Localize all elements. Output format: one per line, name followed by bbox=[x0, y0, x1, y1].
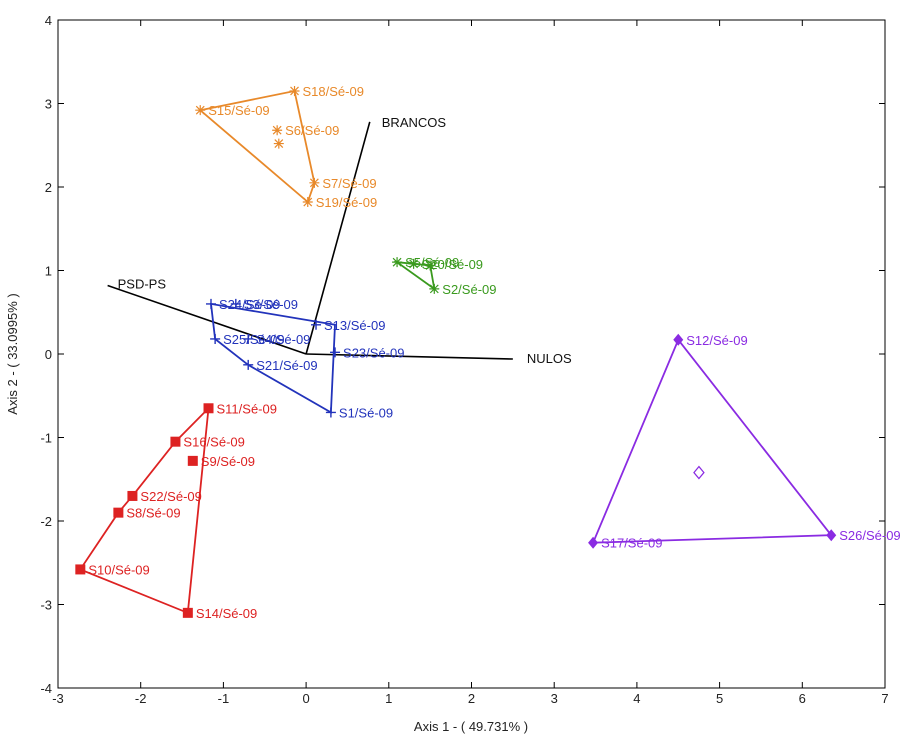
y-tick-label: 1 bbox=[45, 264, 52, 279]
vector-label: PSD-PS bbox=[118, 277, 167, 292]
point-marker-square bbox=[188, 456, 198, 466]
y-tick-label: 4 bbox=[45, 13, 52, 28]
point-marker-star bbox=[309, 178, 319, 188]
point-label: S7/Sé-09 bbox=[322, 176, 376, 191]
point-marker-star bbox=[303, 197, 313, 207]
point-marker-square bbox=[113, 508, 123, 518]
point-label: S9/Sé-09 bbox=[201, 454, 255, 469]
y-axis-label: Axis 2 - ( 33.0995% ) bbox=[5, 293, 20, 414]
point-label: S8/Sé-09 bbox=[126, 506, 180, 521]
point-label: S20/Sé-09 bbox=[422, 257, 483, 272]
point-label: S16/Sé-09 bbox=[183, 435, 244, 450]
point-marker-star bbox=[272, 125, 282, 135]
point-marker-square bbox=[183, 608, 193, 618]
x-tick-label: -3 bbox=[52, 691, 64, 706]
point-label: S23/Sé-09 bbox=[343, 345, 404, 360]
vector-label: BRANCOS bbox=[382, 115, 447, 130]
point-marker-square bbox=[170, 437, 180, 447]
point-label: S19/Sé-09 bbox=[316, 195, 377, 210]
point-label: S2/Sé-09 bbox=[442, 282, 496, 297]
x-tick-label: 6 bbox=[799, 691, 806, 706]
x-tick-label: 0 bbox=[302, 691, 309, 706]
y-tick-label: -4 bbox=[40, 681, 52, 696]
point-marker-star bbox=[392, 257, 402, 267]
plot-frame bbox=[58, 20, 885, 688]
point-marker-square bbox=[127, 491, 137, 501]
point-marker-star bbox=[274, 139, 284, 149]
point-label: S18/Sé-09 bbox=[303, 84, 364, 99]
y-tick-label: 2 bbox=[45, 180, 52, 195]
point-label: S15/Sé-09 bbox=[208, 103, 269, 118]
point-label: S3/Sé-09 bbox=[244, 297, 298, 312]
x-axis-label: Axis 1 - ( 49.731% ) bbox=[414, 719, 528, 734]
x-tick-label: 2 bbox=[468, 691, 475, 706]
point-label: S1/Sé-09 bbox=[339, 405, 393, 420]
y-tick-label: -1 bbox=[40, 431, 52, 446]
y-tick-label: 0 bbox=[45, 347, 52, 362]
x-tick-label: 5 bbox=[716, 691, 723, 706]
x-tick-label: 1 bbox=[385, 691, 392, 706]
x-tick-label: -1 bbox=[218, 691, 230, 706]
point-marker-star bbox=[429, 284, 439, 294]
x-tick-label: 3 bbox=[551, 691, 558, 706]
point-label: S21/Sé-09 bbox=[256, 358, 317, 373]
point-label: S14/Sé-09 bbox=[196, 606, 257, 621]
y-tick-label: -3 bbox=[40, 598, 52, 613]
point-label: S12/Sé-09 bbox=[686, 333, 747, 348]
point-label: S4/Sé-09 bbox=[256, 332, 310, 347]
point-label: S13/Sé-09 bbox=[324, 318, 385, 333]
y-tick-label: -2 bbox=[40, 514, 52, 529]
point-label: S22/Sé-09 bbox=[140, 489, 201, 504]
point-marker-square bbox=[75, 564, 85, 574]
x-tick-label: 7 bbox=[881, 691, 888, 706]
point-marker-square bbox=[204, 403, 214, 413]
point-label: S11/Sé-09 bbox=[217, 401, 277, 416]
point-marker-star bbox=[195, 105, 205, 115]
point-marker-star bbox=[290, 86, 300, 96]
vector-label: NULOS bbox=[527, 351, 572, 366]
point-label: S26/Sé-09 bbox=[839, 528, 900, 543]
x-tick-label: -2 bbox=[135, 691, 147, 706]
x-tick-label: 4 bbox=[633, 691, 640, 706]
y-tick-label: 3 bbox=[45, 97, 52, 112]
point-label: S6/Sé-09 bbox=[285, 123, 339, 138]
point-label: S17/Sé-09 bbox=[601, 536, 662, 551]
point-label: S10/Sé-09 bbox=[88, 562, 149, 577]
